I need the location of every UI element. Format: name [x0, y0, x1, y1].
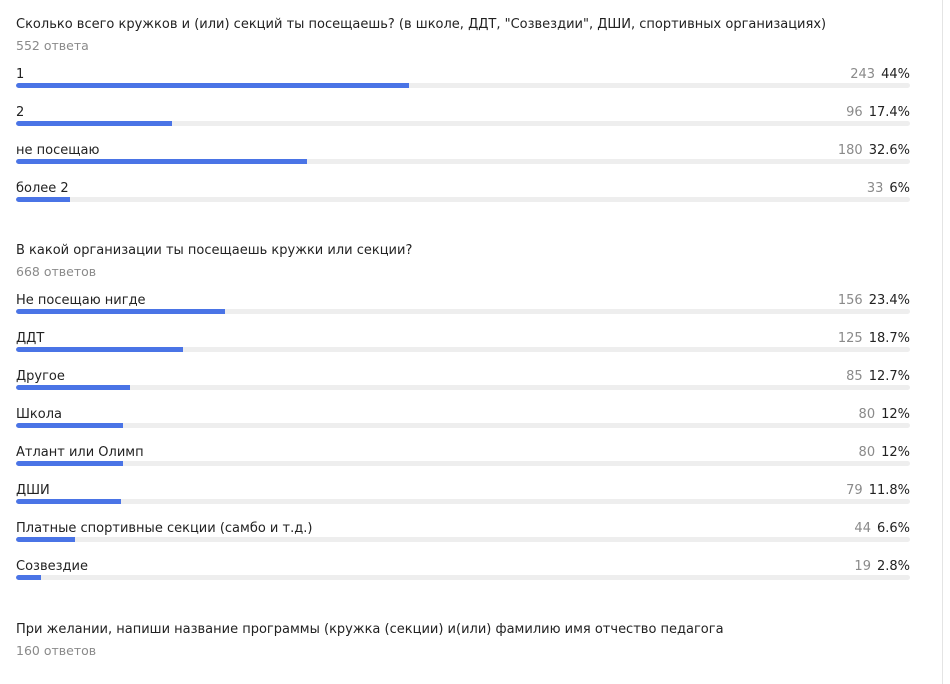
question-block: При желании, напиши название программы (…: [16, 621, 910, 660]
option-percent: 6%: [889, 181, 910, 196]
progress-fill: [16, 575, 42, 580]
progress-track: [16, 309, 910, 314]
option-percent: 17.4%: [868, 105, 910, 120]
option-values: 79 11.8%: [846, 482, 910, 500]
option-percent: 32.6%: [868, 143, 910, 158]
progress-track: [16, 347, 910, 352]
option-row: более 2 33 6%: [16, 180, 910, 218]
progress-track: [16, 575, 910, 580]
progress-fill: [16, 159, 308, 164]
option-row: Не посещаю нигде 156 23.4%: [16, 292, 910, 330]
options-list: 1 243 44% 2 96 17.4% не посещаю 180 32.6% б…: [16, 66, 910, 218]
progress-fill: [16, 499, 122, 504]
option-count: 80: [858, 407, 876, 422]
option-row: Платные спортивные секции (самбо и т.д.)…: [16, 520, 910, 558]
question-block: В какой организации ты посещаешь кружки …: [16, 242, 910, 596]
option-label: Атлант или Олимп: [16, 445, 144, 460]
progress-fill: [16, 537, 75, 542]
progress-fill: [16, 385, 130, 390]
option-count: 80: [858, 445, 876, 460]
option-row: не посещаю 180 32.6%: [16, 142, 910, 180]
option-label: Не посещаю нигде: [16, 293, 146, 308]
option-count: 156: [837, 293, 863, 308]
option-label: ДДТ: [16, 331, 45, 346]
progress-fill: [16, 197, 70, 202]
progress-track: [16, 499, 910, 504]
option-count: 79: [846, 483, 863, 498]
option-values: 96 17.4%: [846, 104, 910, 122]
question-title: В какой организации ты посещаешь кружки …: [16, 243, 413, 258]
progress-fill: [16, 423, 124, 428]
option-values: 243 44%: [850, 66, 910, 84]
option-label: более 2: [16, 181, 69, 196]
option-values: 180 32.6%: [838, 142, 910, 160]
option-count: 96: [846, 105, 863, 120]
question-title: Сколько всего кружков и (или) секций ты …: [16, 17, 827, 32]
option-percent: 44%: [881, 67, 910, 82]
option-label: Другое: [16, 369, 65, 384]
option-values: 85 12.7%: [846, 368, 910, 386]
progress-fill: [16, 309, 226, 314]
progress-track: [16, 159, 910, 164]
progress-fill: [16, 121, 172, 126]
option-values: 125 18.7%: [838, 330, 910, 348]
option-count: 243: [850, 67, 876, 82]
option-label: Созвездие: [16, 559, 88, 574]
option-label: Платные спортивные секции (самбо и т.д.): [16, 521, 313, 536]
progress-track: [16, 197, 910, 202]
option-values: 80 12%: [859, 444, 910, 462]
option-row: Школа 80 12%: [16, 406, 910, 444]
option-percent: 23.4%: [868, 293, 910, 308]
progress-fill: [16, 461, 124, 466]
option-count: 85: [846, 369, 863, 384]
response-count: 668 ответов: [16, 264, 97, 279]
option-label: ДШИ: [16, 483, 50, 498]
progress-track: [16, 83, 910, 88]
response-count: 552 ответа: [16, 38, 89, 53]
progress-fill: [16, 347, 184, 352]
option-row: ДШИ 79 11.8%: [16, 482, 910, 520]
progress-track: [16, 461, 910, 466]
option-count: 125: [837, 331, 863, 346]
option-percent: 12%: [881, 445, 910, 460]
option-values: 156 23.4%: [838, 292, 910, 310]
option-label: 1: [16, 67, 25, 82]
option-percent: 18.7%: [868, 331, 910, 346]
progress-track: [16, 121, 910, 126]
response-count: 160 ответов: [16, 643, 97, 658]
option-count: 33: [866, 181, 884, 196]
option-percent: 11.8%: [868, 483, 910, 498]
option-label: не посещаю: [16, 143, 100, 158]
progress-track: [16, 537, 910, 542]
option-row: Созвездие 19 2.8%: [16, 558, 910, 596]
option-values: 80 12%: [859, 406, 910, 424]
option-label: 2: [16, 105, 25, 120]
option-values: 33 6%: [867, 180, 910, 198]
option-count: 180: [837, 143, 863, 158]
option-row: Атлант или Олимп 80 12%: [16, 444, 910, 482]
option-label: Школа: [16, 407, 62, 422]
option-count: 44: [854, 521, 871, 536]
option-count: 19: [854, 559, 871, 574]
options-list: Не посещаю нигде 156 23.4% ДДТ 125 18.7% Д…: [16, 292, 910, 596]
option-row: 2 96 17.4%: [16, 104, 910, 142]
progress-track: [16, 423, 910, 428]
option-percent: 12%: [881, 407, 910, 422]
option-percent: 12.7%: [868, 369, 910, 384]
option-percent: 2.8%: [876, 559, 910, 574]
progress-fill: [16, 83, 410, 88]
option-values: 44 6.6%: [854, 520, 910, 538]
option-row: ДДТ 125 18.7%: [16, 330, 910, 368]
option-values: 19 2.8%: [854, 558, 910, 576]
question-title: При желании, напиши название программы (…: [16, 622, 724, 637]
option-percent: 6.6%: [876, 521, 910, 536]
panel-divider: [942, 0, 943, 684]
option-row: Другое 85 12.7%: [16, 368, 910, 406]
question-block: Сколько всего кружков и (или) секций ты …: [16, 16, 910, 218]
option-row: 1 243 44%: [16, 66, 910, 104]
progress-track: [16, 385, 910, 390]
